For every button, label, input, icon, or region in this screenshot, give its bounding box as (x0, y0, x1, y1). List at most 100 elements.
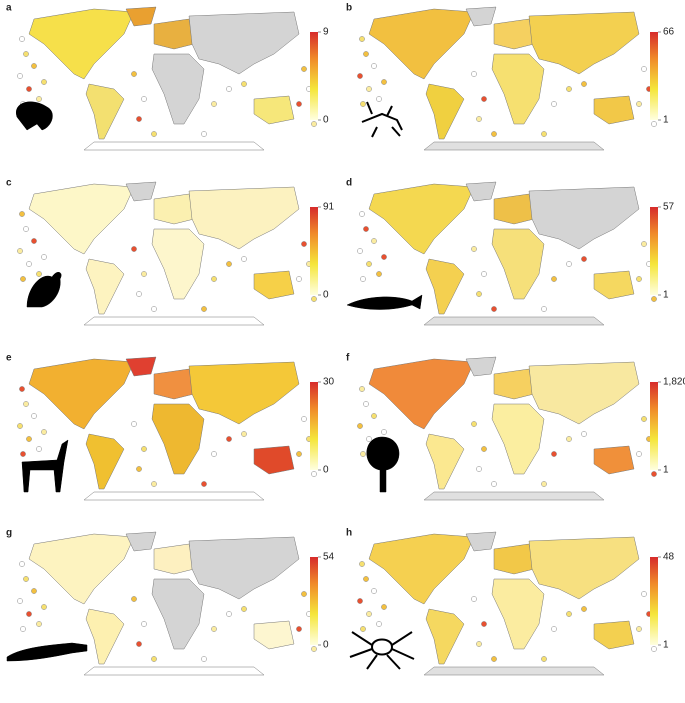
island-marker (471, 71, 477, 77)
island-marker (366, 611, 372, 617)
map (357, 181, 657, 326)
island-marker (476, 466, 482, 472)
island-marker (491, 131, 497, 137)
colorbar-tick-label: 30 (323, 377, 335, 388)
island-marker (581, 606, 587, 612)
island-marker (357, 423, 363, 429)
panel: f 1 1,820 (346, 353, 685, 501)
landmass (425, 433, 465, 490)
island-marker (471, 246, 477, 252)
island-marker (36, 446, 42, 452)
island-marker (17, 423, 23, 429)
landmass (425, 258, 465, 315)
map (17, 531, 317, 676)
island-marker (226, 86, 232, 92)
landmass (593, 270, 635, 300)
island-marker (541, 656, 547, 662)
colorbar-tick-label: 0 (323, 290, 329, 301)
landmass (528, 11, 640, 75)
colorbar-tick-label: 0 (323, 115, 329, 126)
panel: c 0 91 (6, 178, 335, 326)
landmass (425, 83, 465, 140)
island-marker (26, 611, 32, 617)
colorbar-tick-label: 1 (663, 640, 669, 651)
island-marker (311, 471, 317, 477)
island-marker (20, 626, 26, 632)
landmass (493, 18, 535, 50)
landmass (493, 543, 535, 575)
island-marker (363, 51, 369, 57)
island-marker (19, 211, 25, 217)
island-marker (651, 471, 657, 477)
landmass (368, 183, 475, 255)
landmass (423, 666, 605, 676)
island-marker (141, 271, 147, 277)
island-marker (131, 421, 137, 427)
island-marker (131, 71, 137, 77)
colorbar (310, 557, 318, 645)
island-marker (41, 604, 47, 610)
landmass (83, 666, 265, 676)
island-marker (551, 276, 557, 282)
landmass (83, 316, 265, 326)
island-marker (641, 241, 647, 247)
island-marker (566, 261, 572, 267)
island-marker (26, 86, 32, 92)
island-marker (636, 451, 642, 457)
island-marker (136, 116, 142, 122)
landmass (423, 491, 605, 501)
colorbar (650, 382, 658, 470)
landmass (368, 8, 475, 80)
island-marker (636, 101, 642, 107)
island-marker (19, 386, 25, 392)
island-marker (360, 101, 366, 107)
island-marker (36, 621, 42, 627)
island-marker (366, 436, 372, 442)
landmass (125, 181, 157, 202)
colorbar-tick-label: 66 (663, 27, 675, 38)
island-marker (371, 413, 377, 419)
island-marker (36, 271, 42, 277)
landmass (491, 228, 545, 300)
island-marker (19, 36, 25, 42)
landmass (465, 6, 497, 27)
panel: a 0 9 (6, 3, 329, 151)
island-marker (23, 401, 29, 407)
landmass (28, 183, 135, 255)
landmass (188, 361, 300, 425)
island-marker (151, 656, 157, 662)
island-marker (211, 101, 217, 107)
island-marker (381, 254, 387, 260)
island-marker (359, 36, 365, 42)
panel-label: b (346, 3, 352, 14)
island-marker (476, 641, 482, 647)
island-marker (26, 436, 32, 442)
island-marker (201, 131, 207, 137)
island-marker (201, 481, 207, 487)
island-marker (241, 606, 247, 612)
panel-label: g (6, 528, 12, 539)
colorbar-tick-label: 1,820 (663, 377, 685, 388)
island-marker (26, 261, 32, 267)
landmass (153, 543, 195, 575)
landmass (253, 445, 295, 475)
taxon-silhouette (21, 439, 69, 493)
landmass (151, 228, 205, 300)
landmass (423, 141, 605, 151)
map (17, 356, 317, 501)
landmass (253, 270, 295, 300)
island-marker (357, 73, 363, 79)
island-marker (566, 611, 572, 617)
island-marker (363, 401, 369, 407)
island-marker (581, 81, 587, 87)
colorbar (650, 557, 658, 645)
island-marker (363, 226, 369, 232)
island-marker (581, 431, 587, 437)
panel-label: c (6, 178, 12, 189)
island-marker (366, 261, 372, 267)
island-marker (357, 598, 363, 604)
panel-label: d (346, 178, 352, 189)
colorbar (310, 382, 318, 470)
island-marker (359, 561, 365, 567)
map (357, 6, 657, 151)
